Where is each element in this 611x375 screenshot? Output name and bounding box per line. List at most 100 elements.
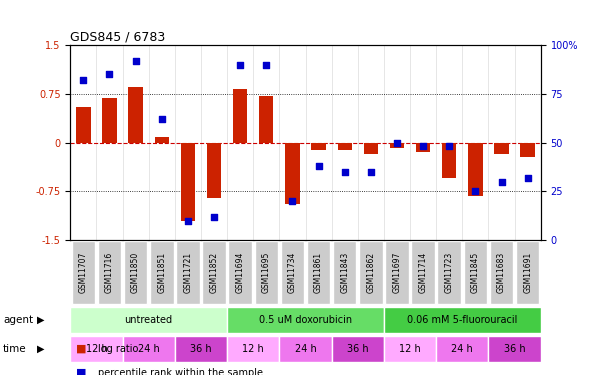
Bar xyxy=(285,142,299,204)
Text: GSM11683: GSM11683 xyxy=(497,252,506,293)
Text: 24 h: 24 h xyxy=(138,344,159,354)
FancyBboxPatch shape xyxy=(411,242,435,304)
Text: 12 h: 12 h xyxy=(243,344,264,354)
FancyBboxPatch shape xyxy=(175,336,227,362)
Text: GSM11694: GSM11694 xyxy=(236,252,244,293)
Bar xyxy=(521,142,535,157)
Text: ■: ■ xyxy=(76,344,87,354)
Text: GSM11721: GSM11721 xyxy=(183,252,192,293)
Point xyxy=(313,163,323,169)
Text: 24 h: 24 h xyxy=(295,344,316,354)
Text: ■: ■ xyxy=(76,368,87,375)
Bar xyxy=(390,142,404,148)
Bar xyxy=(468,142,483,196)
Point xyxy=(183,217,193,223)
Text: GSM11861: GSM11861 xyxy=(314,252,323,293)
FancyBboxPatch shape xyxy=(176,242,200,304)
FancyBboxPatch shape xyxy=(307,242,331,304)
Bar xyxy=(337,142,352,150)
Text: ▶: ▶ xyxy=(37,344,44,354)
FancyBboxPatch shape xyxy=(150,242,174,304)
FancyBboxPatch shape xyxy=(332,336,384,362)
FancyBboxPatch shape xyxy=(280,242,304,304)
Text: 36 h: 36 h xyxy=(504,344,525,354)
Text: 36 h: 36 h xyxy=(190,344,212,354)
Text: GDS845 / 6783: GDS845 / 6783 xyxy=(70,31,166,44)
Text: 24 h: 24 h xyxy=(452,344,473,354)
Text: log ratio: log ratio xyxy=(98,344,138,354)
FancyBboxPatch shape xyxy=(98,242,121,304)
Text: GSM11714: GSM11714 xyxy=(419,252,428,293)
FancyBboxPatch shape xyxy=(123,336,175,362)
Bar xyxy=(181,142,195,220)
Point xyxy=(497,178,507,184)
Text: ▶: ▶ xyxy=(37,315,44,325)
Text: agent: agent xyxy=(3,315,33,325)
FancyBboxPatch shape xyxy=(384,307,541,333)
FancyBboxPatch shape xyxy=(202,242,226,304)
FancyBboxPatch shape xyxy=(255,242,278,304)
Bar xyxy=(76,107,90,142)
Text: percentile rank within the sample: percentile rank within the sample xyxy=(98,368,263,375)
Bar xyxy=(233,89,247,142)
Bar xyxy=(312,142,326,150)
Text: GSM11734: GSM11734 xyxy=(288,252,297,293)
Text: GSM11845: GSM11845 xyxy=(471,252,480,293)
FancyBboxPatch shape xyxy=(227,336,279,362)
FancyBboxPatch shape xyxy=(464,242,487,304)
Point xyxy=(209,214,219,220)
FancyBboxPatch shape xyxy=(70,336,123,362)
FancyBboxPatch shape xyxy=(124,242,147,304)
Point xyxy=(157,116,167,122)
Point xyxy=(262,62,271,68)
Text: GSM11697: GSM11697 xyxy=(392,252,401,293)
Text: GSM11843: GSM11843 xyxy=(340,252,349,293)
FancyBboxPatch shape xyxy=(70,307,227,333)
FancyBboxPatch shape xyxy=(437,242,461,304)
Text: 12 h: 12 h xyxy=(399,344,421,354)
Text: untreated: untreated xyxy=(125,315,173,325)
Point xyxy=(288,198,298,204)
Point xyxy=(470,188,480,194)
Point xyxy=(78,77,88,83)
Text: GSM11707: GSM11707 xyxy=(79,252,88,293)
Text: GSM11852: GSM11852 xyxy=(210,252,219,293)
Bar xyxy=(416,142,430,152)
FancyBboxPatch shape xyxy=(384,336,436,362)
Text: GSM11695: GSM11695 xyxy=(262,252,271,293)
FancyBboxPatch shape xyxy=(436,336,488,362)
FancyBboxPatch shape xyxy=(227,307,384,333)
Point xyxy=(523,175,533,181)
FancyBboxPatch shape xyxy=(488,336,541,362)
Point xyxy=(235,62,245,68)
Text: 0.06 mM 5-fluorouracil: 0.06 mM 5-fluorouracil xyxy=(407,315,518,325)
Bar xyxy=(364,142,378,154)
Bar xyxy=(128,87,143,142)
Point xyxy=(366,169,376,175)
Bar xyxy=(207,142,221,198)
FancyBboxPatch shape xyxy=(490,242,513,304)
Bar xyxy=(102,98,117,142)
Text: GSM11850: GSM11850 xyxy=(131,252,140,293)
Text: time: time xyxy=(3,344,27,354)
FancyBboxPatch shape xyxy=(333,242,356,304)
Point xyxy=(131,58,141,64)
Text: 12 h: 12 h xyxy=(86,344,108,354)
Bar xyxy=(442,142,456,178)
Text: 36 h: 36 h xyxy=(347,344,368,354)
FancyBboxPatch shape xyxy=(229,242,252,304)
Point xyxy=(340,169,349,175)
Point xyxy=(104,71,114,77)
Point xyxy=(392,140,402,146)
Point xyxy=(444,144,454,150)
FancyBboxPatch shape xyxy=(71,242,95,304)
Text: GSM11723: GSM11723 xyxy=(445,252,454,293)
Bar xyxy=(259,96,274,142)
Bar xyxy=(155,137,169,142)
FancyBboxPatch shape xyxy=(385,242,409,304)
Bar xyxy=(494,142,509,154)
FancyBboxPatch shape xyxy=(279,336,332,362)
Text: GSM11716: GSM11716 xyxy=(105,252,114,293)
FancyBboxPatch shape xyxy=(516,242,540,304)
Text: GSM11851: GSM11851 xyxy=(157,252,166,293)
